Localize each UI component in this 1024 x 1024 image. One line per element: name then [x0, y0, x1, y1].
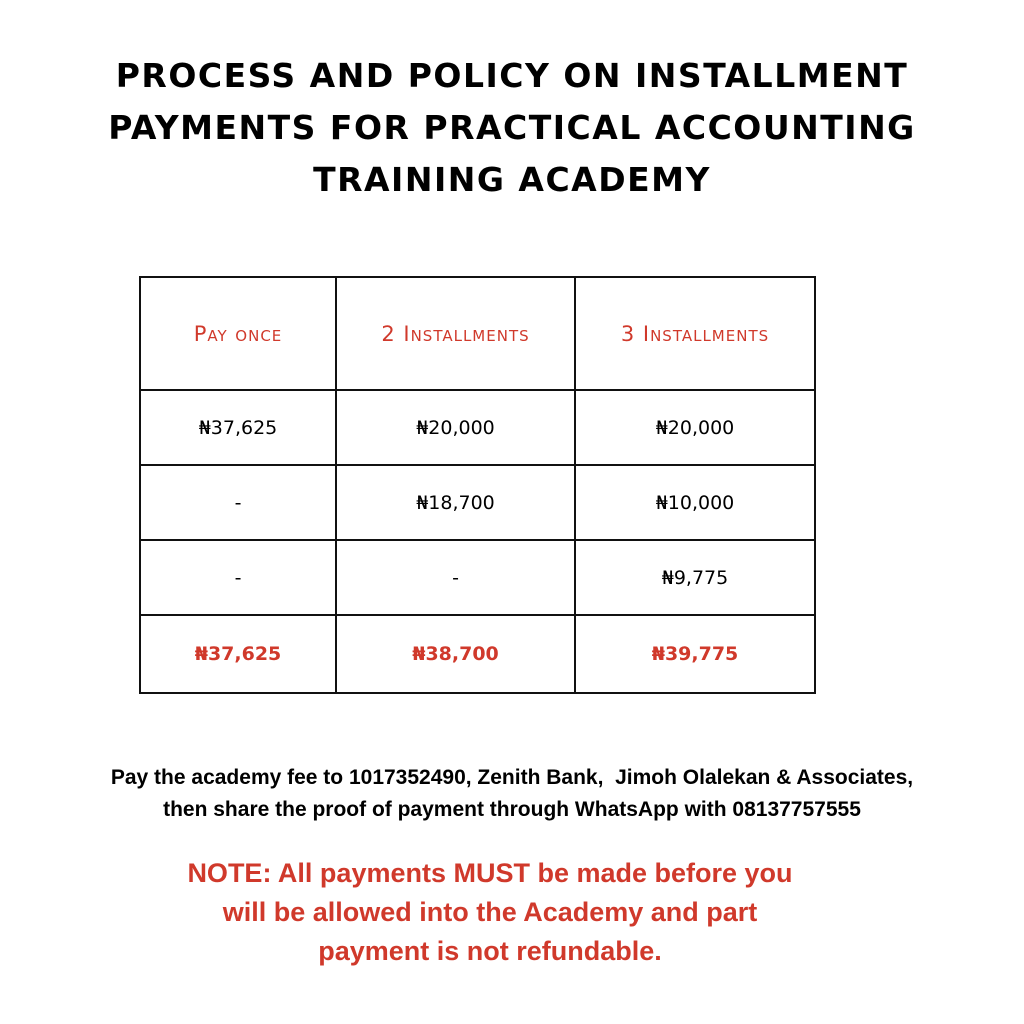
table-cell: -	[139, 464, 337, 541]
title-line: TRAINING ACADEMY	[313, 160, 711, 199]
header-pay-once: Pay once	[139, 276, 337, 391]
title-line: PAYMENTS FOR PRACTICAL ACCOUNTING	[108, 108, 916, 147]
table-header-row: Pay once 2 Installments 3 Installments	[139, 276, 816, 391]
total-cell: ₦38,700	[335, 614, 576, 694]
header-3-installments: 3 Installments	[574, 276, 816, 391]
table-cell: ₦20,000	[335, 389, 576, 466]
table-row: - ₦18,700 ₦10,000	[139, 464, 816, 541]
note-line: payment is not refundable.	[318, 936, 662, 966]
payment-instructions: Pay the academy fee to 1017352490, Zenit…	[0, 762, 1024, 826]
table-cell: ₦9,775	[574, 539, 816, 616]
note-line: will be allowed into the Academy and par…	[222, 897, 758, 927]
table-cell: ₦20,000	[574, 389, 816, 466]
table-row: ₦37,625 ₦20,000 ₦20,000	[139, 389, 816, 466]
table-total-row: ₦37,625 ₦38,700 ₦39,775	[139, 614, 816, 694]
total-cell: ₦37,625	[139, 614, 337, 694]
title-line: PROCESS AND POLICY ON INSTALLMENT	[115, 56, 909, 95]
payment-line: then share the proof of payment through …	[163, 798, 861, 821]
header-2-installments: 2 Installments	[335, 276, 576, 391]
table-cell: -	[335, 539, 576, 616]
payment-line: Pay the academy fee to 1017352490, Zenit…	[110, 766, 914, 789]
refund-note: NOTE: All payments MUST be made before y…	[0, 854, 980, 971]
page-title: PROCESS AND POLICY ON INSTALLMENT PAYMEN…	[0, 50, 1024, 206]
note-line: NOTE: All payments MUST be made before y…	[187, 858, 793, 888]
table-cell: ₦37,625	[139, 389, 337, 466]
table-cell: -	[139, 539, 337, 616]
total-cell: ₦39,775	[574, 614, 816, 694]
table-cell: ₦18,700	[335, 464, 576, 541]
installment-table: Pay once 2 Installments 3 Installments ₦…	[139, 276, 816, 694]
table-cell: ₦10,000	[574, 464, 816, 541]
table-row: - - ₦9,775	[139, 539, 816, 616]
